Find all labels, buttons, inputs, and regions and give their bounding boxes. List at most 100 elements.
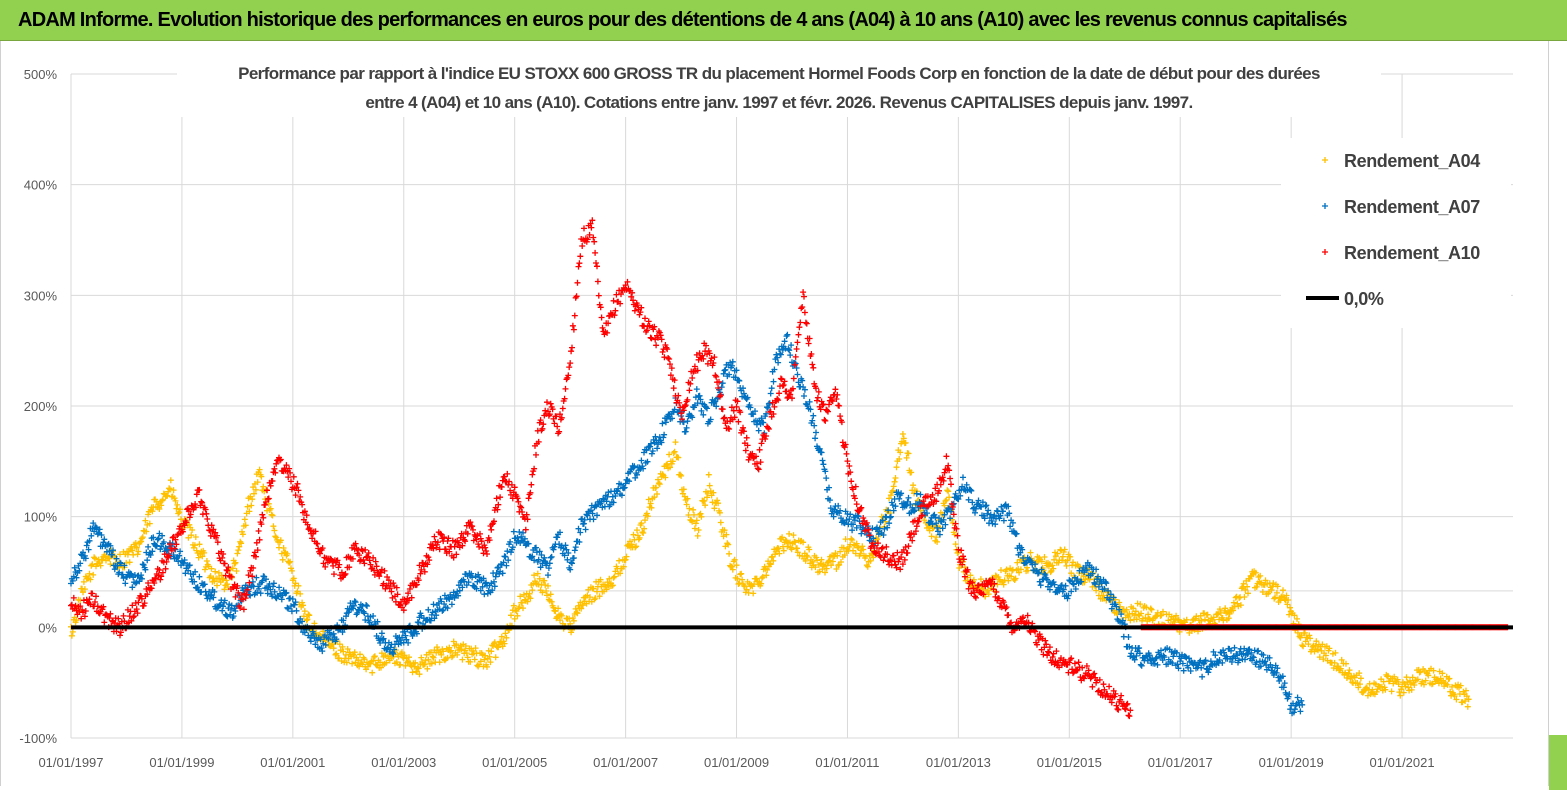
data-point [143,528,150,535]
data-point [139,534,146,541]
data-point [755,427,762,434]
data-point [459,656,466,663]
data-point [860,546,867,553]
x-tick-label: 01/01/2017 [1148,755,1213,770]
data-point [1411,682,1418,688]
data-point [90,520,97,527]
data-point [967,486,974,493]
data-point [594,263,600,270]
data-point [867,557,874,564]
data-point [710,489,717,496]
data-point [952,520,959,527]
data-point [86,570,93,577]
data-point [336,641,343,648]
data-point [495,564,502,571]
data-point [905,543,912,550]
data-point [214,582,220,589]
data-point [146,520,153,527]
data-point [491,578,497,585]
x-axis: 01/01/1997 01/01/1999 01/01/2001 01/01/2003… [38,755,1434,770]
data-point [258,473,265,480]
data-point [406,654,412,661]
data-point [480,575,487,582]
data-point [288,603,294,610]
data-point [822,417,829,424]
data-point [610,499,617,506]
data-point [498,633,505,640]
data-point [267,586,274,593]
data-point [590,585,597,592]
data-point [570,617,577,624]
data-point [799,304,806,310]
data-point [576,260,583,267]
data-point [1457,682,1464,689]
data-point [468,570,475,577]
data-point [793,346,800,352]
data-point [220,603,227,610]
data-point [1116,599,1123,606]
y-tick-label: 100% [24,510,58,525]
data-point [580,520,587,527]
data-point [169,540,176,547]
data-point [1369,686,1376,693]
data-point [1313,638,1320,645]
data-point [527,595,534,602]
data-point [1315,647,1321,654]
data-point [1273,589,1280,596]
data-point [88,532,95,539]
data-point [378,630,385,637]
data-point [122,580,129,587]
data-point [267,505,274,512]
data-point [905,450,912,457]
data-point [403,636,410,643]
data-point [623,553,630,560]
data-point [570,326,577,333]
data-point [638,457,645,464]
data-point [89,590,96,597]
data-point [1125,634,1132,640]
data-point [1237,602,1244,609]
data-point [80,589,86,596]
data-point [743,434,750,441]
data-point [998,567,1004,574]
data-point [649,448,656,454]
data-point [645,318,652,325]
data-point [576,539,583,545]
data-point [575,263,582,270]
data-point [1100,592,1107,599]
data-point [1148,606,1155,613]
x-tick-label: 01/01/1997 [38,755,103,770]
data-point [1281,596,1288,603]
data-point [448,601,455,608]
data-point [290,575,297,582]
data-point [533,451,539,458]
data-point [1049,562,1056,569]
data-point [147,552,154,558]
data-point [120,575,127,582]
data-point [110,547,116,554]
data-point [660,434,667,441]
data-point [724,540,731,547]
data-point [272,533,279,540]
data-point [813,554,820,561]
data-point [133,544,140,551]
data-point [758,575,765,582]
data-point [505,557,512,564]
data-point [117,559,123,566]
data-point [526,590,533,597]
data-point [249,578,256,585]
data-point [562,385,569,392]
data-point [945,488,952,495]
data-point [1024,567,1031,574]
data-point [287,595,294,602]
data-point [1214,611,1221,618]
x-tick-label: 01/01/2011 [815,755,879,770]
data-point [434,644,440,651]
data-point [1230,607,1237,614]
data-point [756,446,763,453]
data-point [232,608,239,614]
x-tick-label: 01/01/2021 [1370,755,1435,770]
data-point [616,557,623,564]
data-point [343,659,350,666]
data-point [160,539,167,545]
